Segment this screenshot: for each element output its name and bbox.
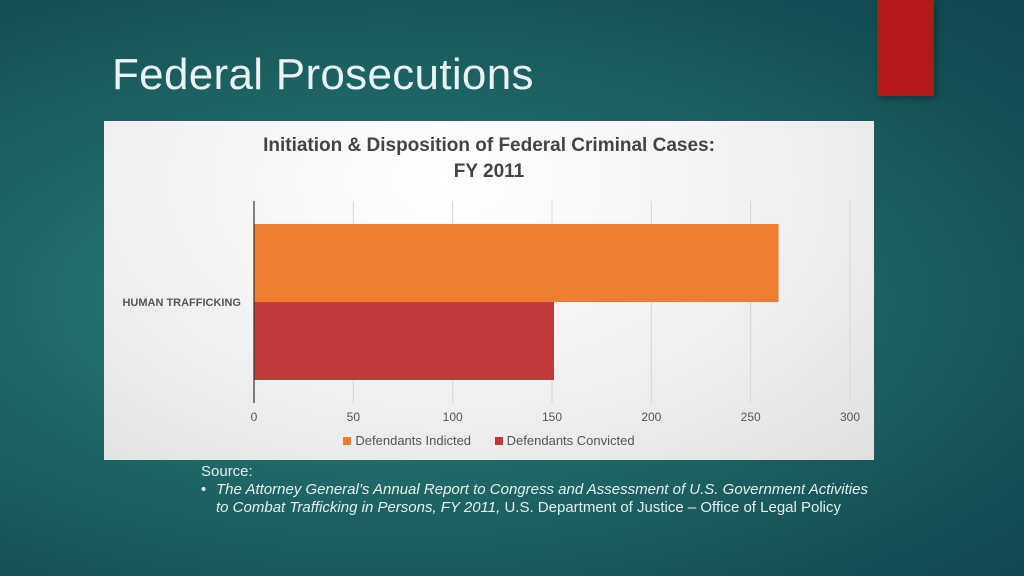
x-tick-label-150: 150 [542, 410, 562, 424]
legend-item-convicted: Defendants Convicted [494, 433, 635, 448]
bar-defendants-indicted [254, 224, 779, 302]
accent-bar [877, 0, 934, 96]
x-tick-label-300: 300 [840, 410, 860, 424]
legend-item-indicted: Defendants Indicted [343, 433, 471, 448]
chart-panel: Initiation & Disposition of Federal Crim… [104, 121, 874, 460]
legend-swatch-indicted [343, 436, 352, 445]
x-tick-label-200: 200 [641, 410, 661, 424]
citation-title: The Attorney General’s Annual Report to … [216, 481, 868, 516]
legend-label-indicted: Defendants Indicted [355, 433, 472, 448]
slide-title: Federal Prosecutions [112, 50, 534, 99]
category-label: HUMAN TRAFFICKING [122, 297, 241, 309]
chart-legend: Defendants Indicted Defendants Convicted [104, 433, 874, 448]
x-tick-label-50: 50 [347, 410, 361, 424]
x-tick-label-250: 250 [741, 410, 761, 424]
source-label: Source: [201, 463, 253, 480]
legend-swatch-convicted [494, 436, 503, 445]
legend-label-convicted: Defendants Convicted [506, 433, 635, 448]
x-tick-label-100: 100 [443, 410, 463, 424]
source-citation: • The Attorney General’s Annual Report t… [201, 481, 881, 517]
bar-chart: HUMAN TRAFFICKING 0 50 100 150 200 250 300 [122, 201, 860, 424]
chart-title-line-2: FY 2011 [453, 161, 525, 182]
bar-defendants-convicted [254, 302, 554, 380]
source-block: Source: • The Attorney General’s Annual … [201, 463, 881, 517]
chart-title: Initiation & Disposition of Federal Crim… [104, 133, 874, 185]
chart-title-line-1: Initiation & Disposition of Federal Crim… [263, 135, 715, 156]
citation-rest: U.S. Department of Justice – Office of L… [500, 499, 842, 516]
x-tick-label-0: 0 [251, 410, 258, 424]
citation-text: The Attorney General’s Annual Report to … [216, 481, 881, 517]
bullet-icon: • [201, 481, 207, 498]
